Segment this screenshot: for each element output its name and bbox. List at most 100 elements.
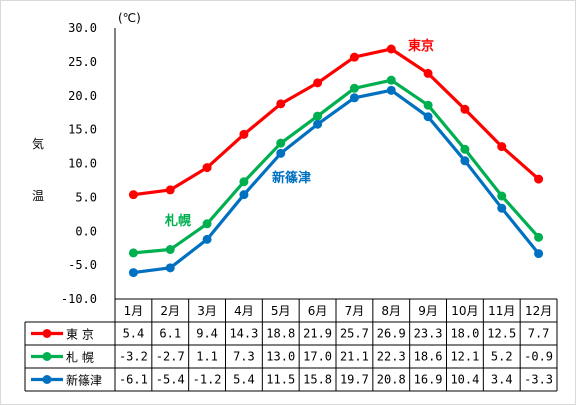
data-point [386,85,396,95]
data-point [202,163,212,173]
legend-marker [42,375,52,384]
table-value: 5.4 [233,373,255,387]
y-tick-label: 10.0 [68,157,97,171]
data-point [423,68,433,78]
unit-label: (℃) [118,11,141,25]
table-month-header: 1月 [124,304,144,318]
table-month-header: 11月 [488,304,515,318]
table-value: 18.8 [266,327,295,341]
data-point [165,185,175,195]
table-value: 15.8 [303,373,332,387]
series-line [133,88,540,275]
data-point [497,142,507,152]
data-point [386,44,396,54]
axes: 30.0 25.0 20.0 15.0 10.0 5.0 0.0 -5.0 -10.0 (℃) 気温 [32,11,141,306]
y-tick-label: 15.0 [68,123,97,137]
table-value: 16.9 [414,373,443,387]
table-value: 1.1 [196,350,218,364]
legend-marker [42,352,52,361]
data-point [202,234,212,244]
legend-name: 東 京 [66,328,94,342]
table-value: 21.9 [303,327,332,341]
table-month-header: 5月 [271,304,291,318]
table-month-header: 3月 [197,304,217,318]
table-value: 13.0 [266,350,295,364]
table-value: 20.8 [377,373,406,387]
data-point [165,245,175,255]
table-month-header: 4月 [234,304,254,318]
table-value: -1.2 [193,373,222,387]
series-label: 新篠津 [272,170,311,186]
data-point [497,191,507,201]
data-point [349,93,359,103]
data-point [534,249,544,259]
data-point [128,268,138,278]
data-point [460,104,470,114]
data-point [239,129,249,139]
table-value: 6.1 [159,327,181,341]
data-point [276,99,286,109]
data-point [313,119,323,129]
data-point [239,190,249,200]
table-value: 21.1 [340,350,369,364]
table-value: 11.5 [266,373,295,387]
table-month-header: 8月 [381,304,401,318]
table-value: 9.4 [196,327,218,341]
data-point [460,144,470,154]
table-value: 14.3 [229,327,258,341]
data-point [534,174,544,184]
legend-marker [42,329,52,338]
table-value: 7.3 [233,350,255,364]
table-month-header: 10月 [451,304,478,318]
y-tick-label: -10.0 [61,292,97,306]
table-value: -6.1 [119,373,148,387]
table-value: -0.9 [524,350,553,364]
table-value: 3.4 [491,373,513,387]
series-line [133,47,540,197]
table-value: -3.2 [119,350,148,364]
legend-name: 札 幌 [66,350,94,365]
data-point [276,138,286,148]
y-axis-label: 気 [32,136,44,151]
y-axis-label: 温 [32,189,44,203]
table-month-header: 6月 [308,304,328,318]
table-value: 19.7 [340,373,369,387]
data-point [349,52,359,62]
table-value: -5.4 [156,373,185,387]
table-value: -3.3 [524,373,553,387]
data-point [202,219,212,229]
data-point [313,78,323,88]
table-value: 7.7 [528,327,550,341]
data-point [165,263,175,273]
y-tick-label: 5.0 [75,190,97,204]
table-month-header: 2月 [160,304,180,318]
y-tick-label: 30.0 [68,21,97,35]
table-value: 5.2 [491,350,513,364]
table-value: 12.5 [487,327,516,341]
y-tick-label: -5.0 [68,258,97,272]
legend-name: 新篠津 [66,373,102,388]
data-point [386,75,396,85]
data-point [460,156,470,166]
data-point [497,203,507,213]
series-line [133,78,540,255]
table-month-header: 7月 [345,304,365,318]
table-month-header: 9月 [418,304,438,318]
table-value: -2.7 [156,350,185,364]
table-value: 10.4 [450,373,479,387]
table-value: 12.1 [450,350,479,364]
data-point [276,148,286,158]
data-point [313,111,323,121]
series-label: 札幌 [164,213,191,229]
y-tick-label: 0.0 [75,224,97,238]
data-point [423,100,433,110]
data-point [239,177,249,187]
data-point [349,83,359,93]
table-value: 18.6 [414,350,443,364]
table-value: 18.0 [450,327,479,341]
data-point [128,190,138,200]
table-value: 17.0 [303,350,332,364]
